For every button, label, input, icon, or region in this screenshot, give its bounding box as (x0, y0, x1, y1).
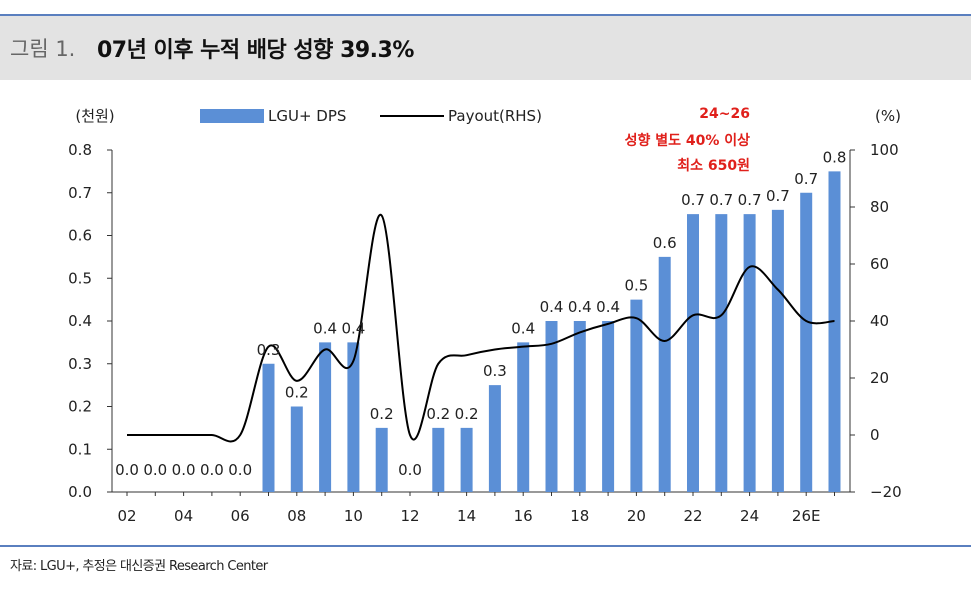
dps-data-label: 0.0 (398, 461, 422, 479)
legend-payout-label: Payout(RHS) (448, 107, 542, 125)
x-tick-label: 18 (570, 507, 589, 525)
legend: LGU+ DPS Payout(RHS) (200, 107, 542, 125)
dps-bar (630, 299, 643, 492)
dps-bar (432, 427, 445, 492)
dps-bar (375, 427, 388, 492)
x-tick-label: 10 (344, 507, 363, 525)
annotation-line-2: 성향 별도 40% 이상 (624, 133, 750, 149)
y-left-tick-label: 0.1 (68, 440, 92, 458)
x-tick-label: 22 (683, 507, 702, 525)
top-rule (0, 14, 971, 16)
x-tick-label: 06 (231, 507, 250, 525)
source-note: 자료: LGU+, 추정은 대신증권 Research Center (10, 559, 268, 574)
dps-data-label: 0.7 (794, 170, 818, 188)
dps-data-label: 0.4 (596, 298, 620, 316)
dps-data-label: 0.2 (426, 405, 450, 423)
legend-dps-label: LGU+ DPS (268, 107, 346, 125)
x-tick-label: 12 (400, 507, 419, 525)
dps-bar (602, 321, 615, 492)
x-tick-label: 02 (117, 507, 136, 525)
y-right-tick-label: 60 (870, 255, 889, 273)
legend-bar-swatch (200, 109, 264, 123)
dps-bar (658, 256, 671, 492)
dps-bar (290, 406, 303, 492)
dps-bar (743, 214, 756, 492)
bar-series (262, 171, 841, 492)
x-tick-label: 16 (514, 507, 533, 525)
y-left-unit: (천원) (75, 107, 114, 125)
dps-data-label: 0.0 (115, 461, 139, 479)
dps-data-label: 0.6 (653, 234, 677, 252)
dps-data-label: 0.4 (511, 319, 535, 337)
dps-bar (488, 385, 501, 492)
figure-header (0, 16, 971, 80)
dps-bar (828, 171, 841, 492)
dps-data-label: 0.2 (370, 405, 394, 423)
x-tick-label: 08 (287, 507, 306, 525)
dps-data-label: 0.4 (341, 319, 365, 337)
dps-data-label: 0.3 (483, 362, 507, 380)
dps-data-label: 0.2 (285, 384, 309, 402)
chart-axes: 0.00.10.20.30.40.50.60.70.8−200204060801… (68, 107, 902, 525)
y-left-tick-label: 0.6 (68, 227, 92, 245)
dps-data-label: 0.3 (257, 341, 281, 359)
dps-bar (771, 209, 784, 492)
y-left-tick-label: 0.5 (68, 269, 92, 287)
chart: 0.00.10.20.30.40.50.60.70.8−200204060801… (68, 107, 902, 525)
dps-bar (262, 363, 275, 492)
dps-data-label: 0.4 (540, 298, 564, 316)
y-left-tick-label: 0.8 (68, 141, 92, 159)
y-left-tick-label: 0.0 (68, 483, 92, 501)
dps-bar (715, 214, 728, 492)
dps-data-label: 0.0 (228, 461, 252, 479)
dps-bar (545, 321, 558, 492)
y-right-tick-label: 80 (870, 198, 889, 216)
dps-bar (517, 342, 530, 492)
dps-data-label: 0.5 (624, 277, 648, 295)
x-tick-label: 14 (457, 507, 476, 525)
dps-data-label: 0.7 (738, 191, 762, 209)
y-left-tick-label: 0.4 (68, 312, 92, 330)
dps-bar (319, 342, 332, 492)
payout-line (127, 214, 835, 443)
dps-data-label: 0.0 (200, 461, 224, 479)
dps-bar (460, 427, 473, 492)
dps-data-label: 0.7 (766, 187, 790, 205)
bottom-rule (0, 545, 971, 547)
line-series (127, 214, 835, 443)
y-right-tick-label: −20 (870, 483, 902, 501)
x-tick-label: 26E (792, 507, 821, 525)
y-right-unit: (%) (875, 107, 901, 125)
dps-data-label: 0.2 (455, 405, 479, 423)
x-tick-label: 24 (740, 507, 759, 525)
figure-label: 그림 1. (10, 37, 76, 61)
dps-bar (800, 192, 813, 492)
dps-data-label: 0.4 (313, 319, 337, 337)
y-right-tick-label: 20 (870, 369, 889, 387)
x-tick-label: 20 (627, 507, 646, 525)
dps-bar (347, 342, 360, 492)
figure-title: 07년 이후 누적 배당 성향 39.3% (97, 38, 414, 63)
dps-bar (573, 321, 586, 492)
dps-data-label: 0.8 (823, 148, 847, 166)
data-labels: 0.0 0.0 0.0 0.0 0.00.30.20.4 0.40.20.00.2 0.20… (115, 148, 846, 479)
annotation-line-1: 24~26 (699, 106, 750, 122)
y-left-tick-label: 0.3 (68, 355, 92, 373)
annotation-line-3: 최소 650원 (677, 158, 750, 174)
y-right-tick-label: 0 (870, 426, 880, 444)
x-tick-label: 04 (174, 507, 193, 525)
y-left-tick-label: 0.2 (68, 398, 92, 416)
y-left-tick-label: 0.7 (68, 184, 92, 202)
dps-data-label: 0.7 (709, 191, 733, 209)
dps-bar (687, 214, 699, 492)
y-right-tick-label: 40 (870, 312, 889, 330)
y-right-tick-label: 100 (870, 141, 899, 159)
dps-data-label: 0.0 (143, 461, 167, 479)
dps-data-label: 0.4 (568, 298, 592, 316)
dps-data-label: 0.7 (681, 191, 705, 209)
dps-data-label: 0.0 (172, 461, 196, 479)
